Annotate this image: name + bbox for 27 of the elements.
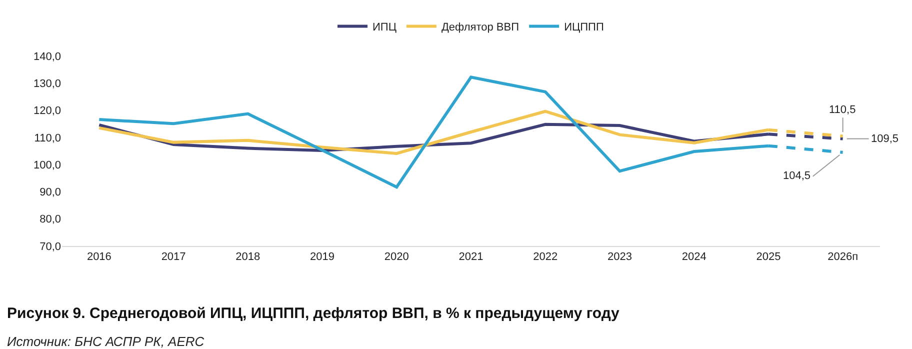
x-tick-label: 2019 (310, 251, 335, 264)
y-tick-label: 130,0 (33, 78, 61, 90)
text: Рисунок 9. Среднегодовой ИПЦ, ИЦППП, дефлятор ВВП, в % к предыдущему году (7, 305, 620, 322)
x-tick-label: 2020 (384, 251, 409, 264)
text: Источник: БНС АСПР РК, AERC (7, 334, 205, 349)
annotation: 104,5 (783, 170, 811, 182)
y-tick-label: 100,0 (33, 159, 61, 172)
y-tick-label: 80,0 (40, 214, 61, 226)
y-tick-label: 70,0 (40, 240, 61, 253)
annotation: 110,5 (829, 104, 856, 116)
x-tick-label: 2023 (607, 251, 632, 264)
y-tick-label: 90,0 (40, 186, 61, 199)
x-tick-label: 2026п (828, 251, 858, 264)
x-tick-label: 2025 (756, 251, 781, 264)
x-tick-label: 2021 (458, 251, 484, 264)
x-tick-label: 2017 (161, 251, 186, 264)
y-tick-label: 120,0 (33, 105, 61, 118)
legend-label: ИПЦ (372, 22, 396, 34)
legend-label: Дефлятор ВВП (441, 22, 520, 34)
x-tick-label: 2018 (236, 251, 260, 264)
x-tick-label: 2016 (86, 251, 112, 264)
annotation: 109,5 (871, 133, 899, 145)
y-tick-label: 140,0 (33, 50, 61, 63)
x-tick-label: 2024 (682, 251, 706, 264)
legend-label: ИЦППП (564, 22, 604, 34)
y-tick-label: 110,0 (34, 132, 61, 144)
x-tick-label: 2022 (533, 251, 558, 264)
